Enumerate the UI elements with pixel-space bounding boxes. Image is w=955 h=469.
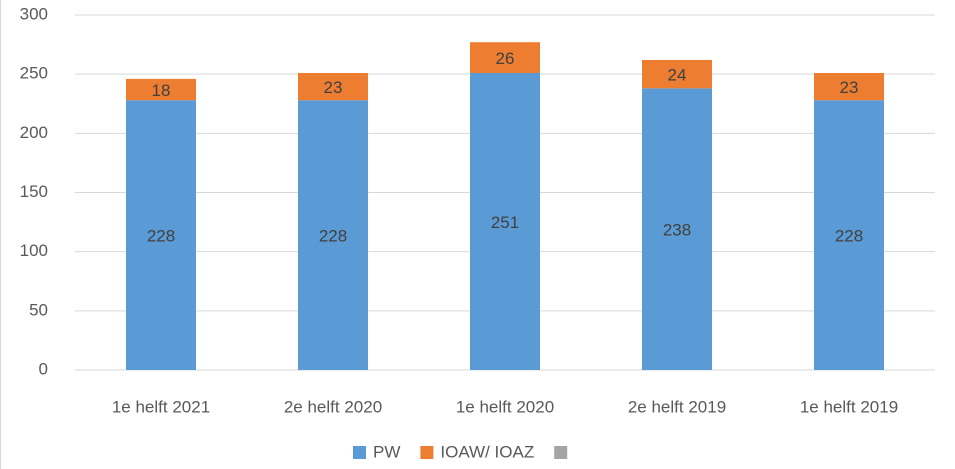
y-tick-label: 0 — [39, 359, 48, 378]
bar-segment — [126, 100, 196, 370]
y-tick-label: 250 — [20, 64, 48, 83]
data-label: 228 — [835, 227, 863, 246]
bar-segment — [470, 72, 540, 370]
x-tick-label: 1e helft 2020 — [456, 397, 554, 416]
y-tick-label: 50 — [29, 300, 48, 319]
data-label: 18 — [152, 81, 171, 100]
y-tick-label: 150 — [20, 182, 48, 201]
bar-segment — [126, 78, 196, 101]
data-label: 238 — [663, 221, 691, 240]
data-label: 228 — [319, 227, 347, 246]
bar-segment — [642, 88, 712, 370]
y-tick-label: 200 — [20, 123, 48, 142]
bar-segment — [642, 59, 712, 89]
legend-swatch — [420, 446, 434, 459]
data-label: 228 — [147, 227, 175, 246]
bar-segment — [298, 100, 368, 370]
legend-label: PW — [373, 442, 400, 461]
data-label: 26 — [496, 49, 515, 68]
bar-segment — [814, 72, 884, 101]
data-label: 251 — [491, 213, 519, 232]
data-label: 23 — [840, 78, 859, 97]
bar-segment — [814, 100, 884, 370]
data-label: 23 — [324, 78, 343, 97]
bar-segment — [470, 42, 540, 73]
y-tick-label: 300 — [20, 4, 48, 23]
legend-label: IOAW/ IOAZ — [440, 442, 534, 461]
data-label: 24 — [668, 66, 687, 85]
x-tick-label: 1e helft 2021 — [112, 397, 210, 416]
legend-swatch — [353, 446, 366, 459]
x-tick-label: 2e helft 2019 — [628, 397, 726, 416]
y-tick-label: 100 — [20, 241, 48, 260]
x-tick-label: 1e helft 2019 — [800, 397, 898, 416]
x-tick-label: 2e helft 2020 — [284, 397, 382, 416]
bar-segment — [298, 72, 368, 101]
legend-swatch — [554, 446, 568, 459]
